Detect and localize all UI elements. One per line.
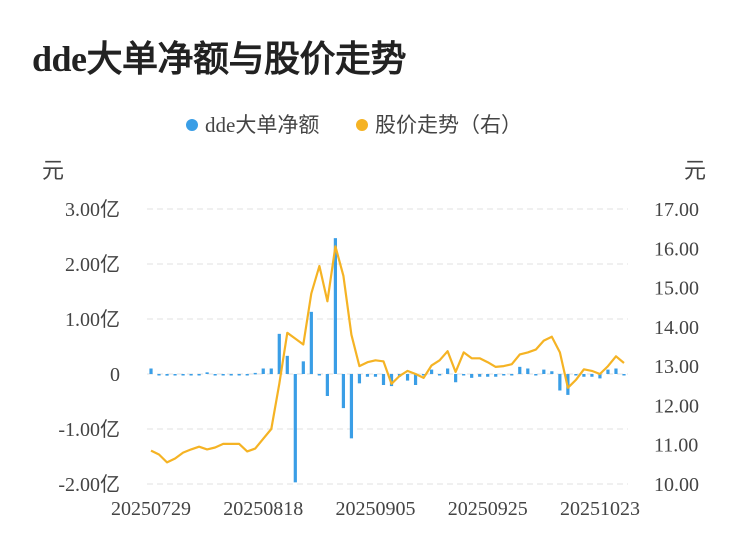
left-axis-ticks: 3.00亿 2.00亿 1.00亿 0 -1.00亿 -2.00亿 [58,198,120,496]
dde-bar [205,372,209,374]
dde-bar [357,374,362,384]
dde-bar [582,374,586,377]
dde-bar [558,374,562,391]
dde-bar [614,368,618,374]
dde-bar [149,368,153,374]
x-tick-label: 20250905 [335,498,415,520]
dde-bars [149,238,626,483]
legend-marker-price [356,119,368,131]
chart-title: dde大单净额与股价走势 [32,39,407,79]
right-tick-label: 12.00 [654,395,699,417]
dde-bar [341,374,346,409]
dde-bar [165,374,169,376]
dde-bar [317,374,321,376]
dde-bar [197,374,201,376]
dde-bar [349,374,354,439]
dde-bar [285,355,289,374]
dde-bar [333,238,337,374]
dde-bar [486,374,490,377]
dde-bar [429,369,434,374]
legend-marker-dde [186,119,198,131]
dde-bar [221,374,225,376]
dde-bar [213,374,217,376]
left-tick-label: 2.00亿 [65,253,120,276]
dde-bar [381,374,386,385]
dde-bar [510,374,514,376]
dde-bar [157,374,161,376]
x-tick-label: 20251023 [560,498,640,520]
dde-bar [421,374,426,376]
x-tick-label: 20250729 [111,498,191,520]
dde-bar [253,372,257,375]
dde-bar [269,368,273,374]
dde-bar [478,374,482,377]
left-axis-unit: 元 [42,158,64,183]
right-tick-label: 13.00 [654,356,699,378]
right-tick-label: 16.00 [654,238,699,260]
legend-label-price: 股价走势（右） [375,113,522,137]
price-line-path [150,245,625,464]
dde-bar [189,374,193,376]
dde-bar [325,374,329,396]
dde-bar [622,374,626,376]
dde-bar [518,366,522,374]
dde-bar [462,374,466,376]
dde-bar [606,369,610,374]
dde-bar [309,311,313,374]
dde-bar [293,374,297,483]
dde-bar [502,374,506,376]
dde-bar [373,374,378,377]
dde-bar [405,374,410,381]
right-tick-label: 14.00 [654,317,699,339]
left-tick-label: 1.00亿 [65,308,120,331]
left-tick-label: -2.00亿 [58,473,120,496]
dde-bar [261,368,265,374]
dde-bar [301,361,305,374]
right-axis-ticks: 17.00 16.00 15.00 14.00 13.00 12.00 11.00 10.00 [654,199,699,496]
left-tick-label: 0 [110,364,120,386]
dde-bar [446,368,450,374]
dde-bar [173,374,177,376]
x-tick-label: 20250818 [223,498,303,520]
dde-bar [413,374,418,385]
legend: dde大单净额 股价走势（右） [186,113,522,137]
right-axis-unit: 元 [684,158,706,183]
dde-bar [245,374,249,376]
dde-bar [389,374,394,387]
dde-bar [237,374,241,376]
dde-bar [574,374,578,376]
dde-bar [534,374,538,376]
dde-bar [181,374,185,376]
right-tick-label: 15.00 [654,278,699,300]
right-tick-label: 11.00 [654,435,698,457]
dde-bar [229,374,233,376]
price-line [150,245,625,464]
dde-bar [494,374,498,377]
dde-bar [598,374,602,379]
right-tick-label: 17.00 [654,199,699,221]
dde-bar [470,374,474,378]
x-tick-label: 20250925 [448,498,528,520]
x-axis-ticks: 20250729 20250818 20250905 20250925 20251023 [111,498,640,520]
dde-bar [277,333,281,374]
legend-label-dde: dde大单净额 [205,113,319,137]
left-tick-label: -1.00亿 [58,418,120,441]
dde-bar [526,368,530,374]
dde-bar [542,369,546,374]
dde-bar [365,374,370,377]
dde-bar [438,374,442,376]
dde-bar [590,374,594,377]
dde-bar [550,371,554,374]
right-tick-label: 10.00 [654,474,699,496]
left-tick-label: 3.00亿 [65,198,120,221]
dde-bar [454,374,458,383]
